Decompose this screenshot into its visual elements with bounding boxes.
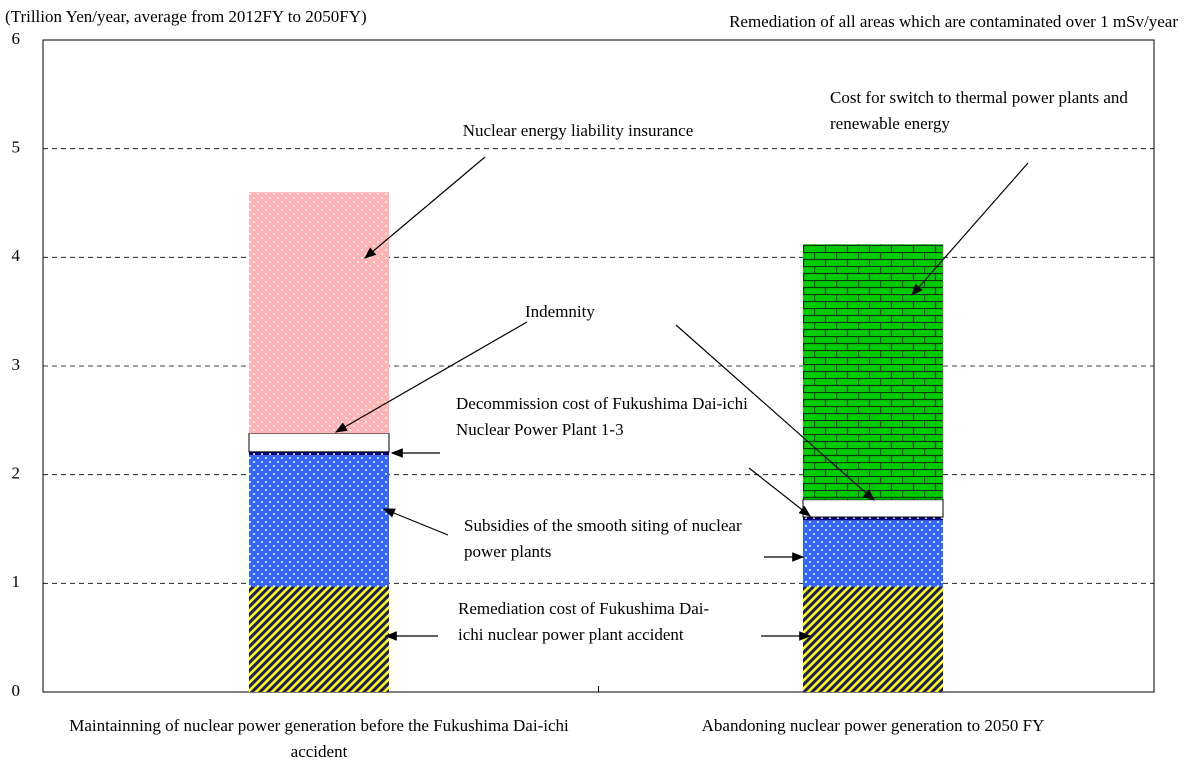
annotation-arrow [382,508,449,536]
bar-segment [803,586,943,692]
bar-segment [803,520,943,587]
bar-segment [249,455,389,587]
annotation: Nuclear energy liability insurance [462,121,694,140]
annotation-arrow [748,467,811,517]
annotation-arrow [911,162,1029,296]
annotation-arrow [334,321,528,433]
y-tick-label: 5 [12,138,21,157]
y-tick-label: 1 [12,572,21,591]
y-tick-label: 4 [12,246,21,265]
bar-segment [803,517,943,521]
subtitle: Remediation of all areas which are conta… [729,12,1178,31]
annotation: Cost for switch to thermal power plants … [830,88,1128,133]
annotation: Remediation cost of Fukushima Dai-ichi n… [458,599,710,644]
y-tick-label: 2 [12,464,21,483]
bar-segment [249,586,389,692]
bar-segment [802,499,944,518]
y-tick-label: 6 [12,29,21,48]
x-tick-label: Abandoning nuclear power generation to 2… [701,716,1045,735]
x-tick-label: Maintainning of nuclear power generation… [69,716,569,761]
bar-segment [803,244,943,500]
annotation: Subsidies of the smooth siting of nuclea… [464,516,742,561]
annotation: Decommission cost of Fukushima Dai-ichi … [456,394,748,439]
bar-segment [248,432,390,453]
bar-segment [249,451,389,456]
y-axis-label: (Trillion Yen/year, average from 2012FY … [5,7,367,26]
bar-segment [249,192,389,434]
y-tick-label: 0 [12,681,21,700]
y-tick-label: 3 [12,355,21,374]
annotation: Indemnity [525,302,595,321]
annotation-arrow [675,324,875,501]
annotation-arrow [364,156,486,259]
